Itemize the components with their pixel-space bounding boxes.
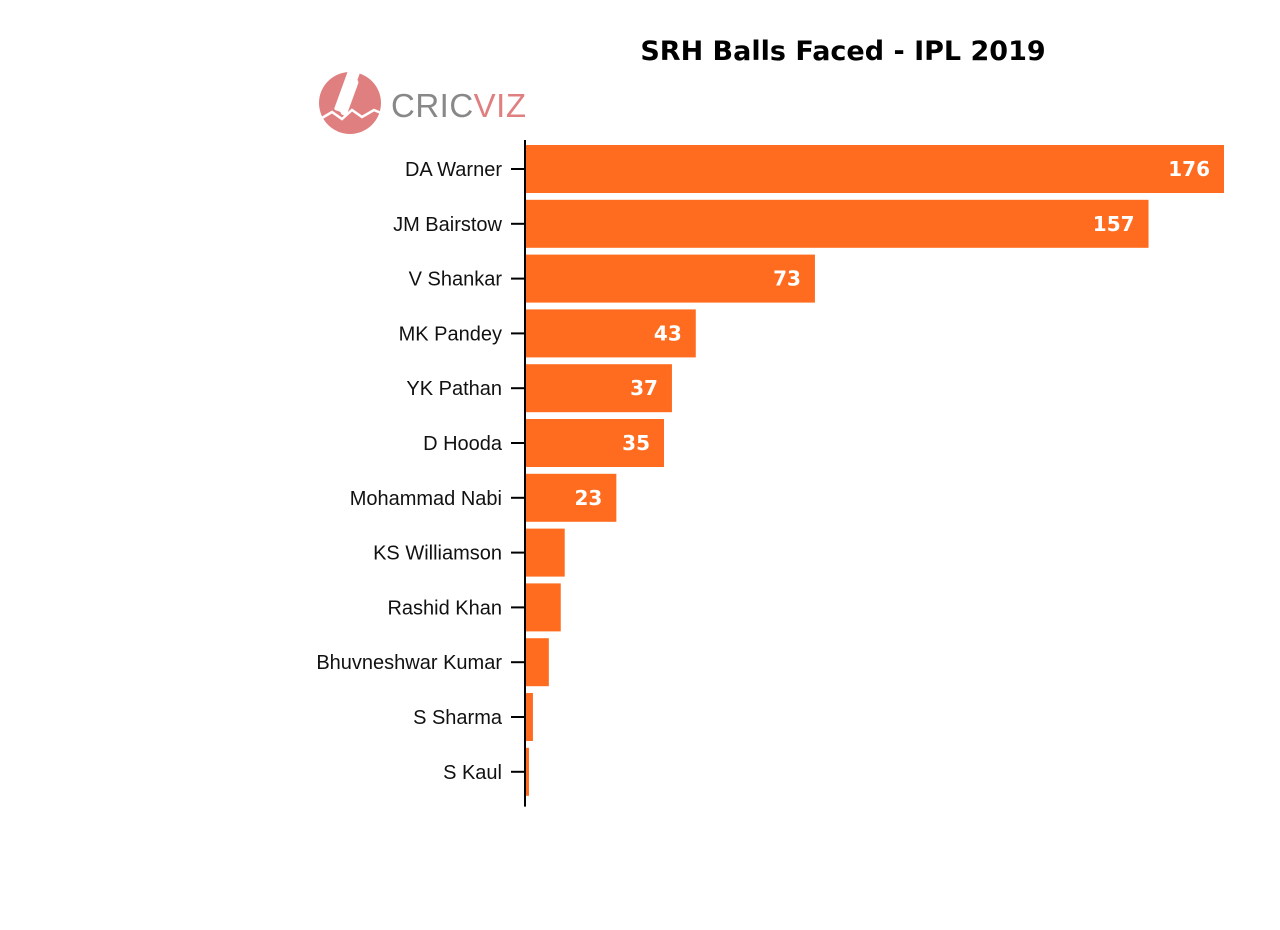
y-tick-label-5: D Hooda	[423, 433, 503, 455]
data-label-1: 157	[1093, 212, 1135, 236]
y-tick-label-3: MK Pandey	[399, 323, 502, 345]
bar-4	[525, 364, 672, 413]
logo-text-viz: VIZ	[474, 87, 527, 124]
bar-8	[525, 583, 561, 632]
y-axis: DA Warner JM Bairstow V Shankar MK Pandey YK…	[316, 140, 526, 807]
y-tick-label-10: S Sharma	[413, 707, 503, 729]
chart-title: SRH Balls Faced - IPL 2019	[640, 36, 1045, 67]
bar-1	[525, 199, 1149, 248]
data-label-5: 35	[622, 431, 650, 455]
bar-3	[525, 309, 696, 358]
logo-text: CRICVIZ	[391, 87, 527, 124]
cricket-bat-icon	[319, 68, 382, 134]
y-tick-label-2: V Shankar	[409, 269, 503, 291]
bar-2	[525, 254, 815, 303]
y-tick-label-8: Rashid Khan	[387, 597, 502, 619]
bars-layer	[525, 145, 1224, 796]
y-tick-label-7: KS Williamson	[373, 543, 502, 565]
bar-5	[525, 419, 665, 467]
y-tick-label-6: Mohammad Nabi	[350, 488, 502, 510]
y-tick-label-4: YK Pathan	[406, 378, 502, 400]
y-tick-label-11: S Kaul	[443, 762, 502, 784]
y-tick-label-0: DA Warner	[405, 159, 502, 181]
bar-10	[525, 693, 533, 741]
logo-text-cric: CRIC	[391, 87, 474, 124]
data-label-4: 37	[630, 376, 658, 400]
bar-0	[525, 145, 1224, 193]
data-label-2: 73	[773, 267, 801, 291]
bar-11	[525, 747, 529, 796]
y-tick-label-1: JM Bairstow	[393, 214, 502, 236]
data-labels-layer: 176 157 73 43 37 35 23	[575, 157, 1210, 510]
y-tick-label-9: Bhuvneshwar Kumar	[316, 652, 502, 674]
bar-9	[525, 638, 549, 687]
data-label-6: 23	[575, 486, 603, 510]
cricviz-logo: CRICVIZ	[319, 68, 527, 134]
data-label-3: 43	[654, 321, 682, 345]
bar-6	[525, 473, 617, 522]
data-label-0: 176	[1168, 157, 1210, 181]
bar-7	[525, 528, 565, 577]
